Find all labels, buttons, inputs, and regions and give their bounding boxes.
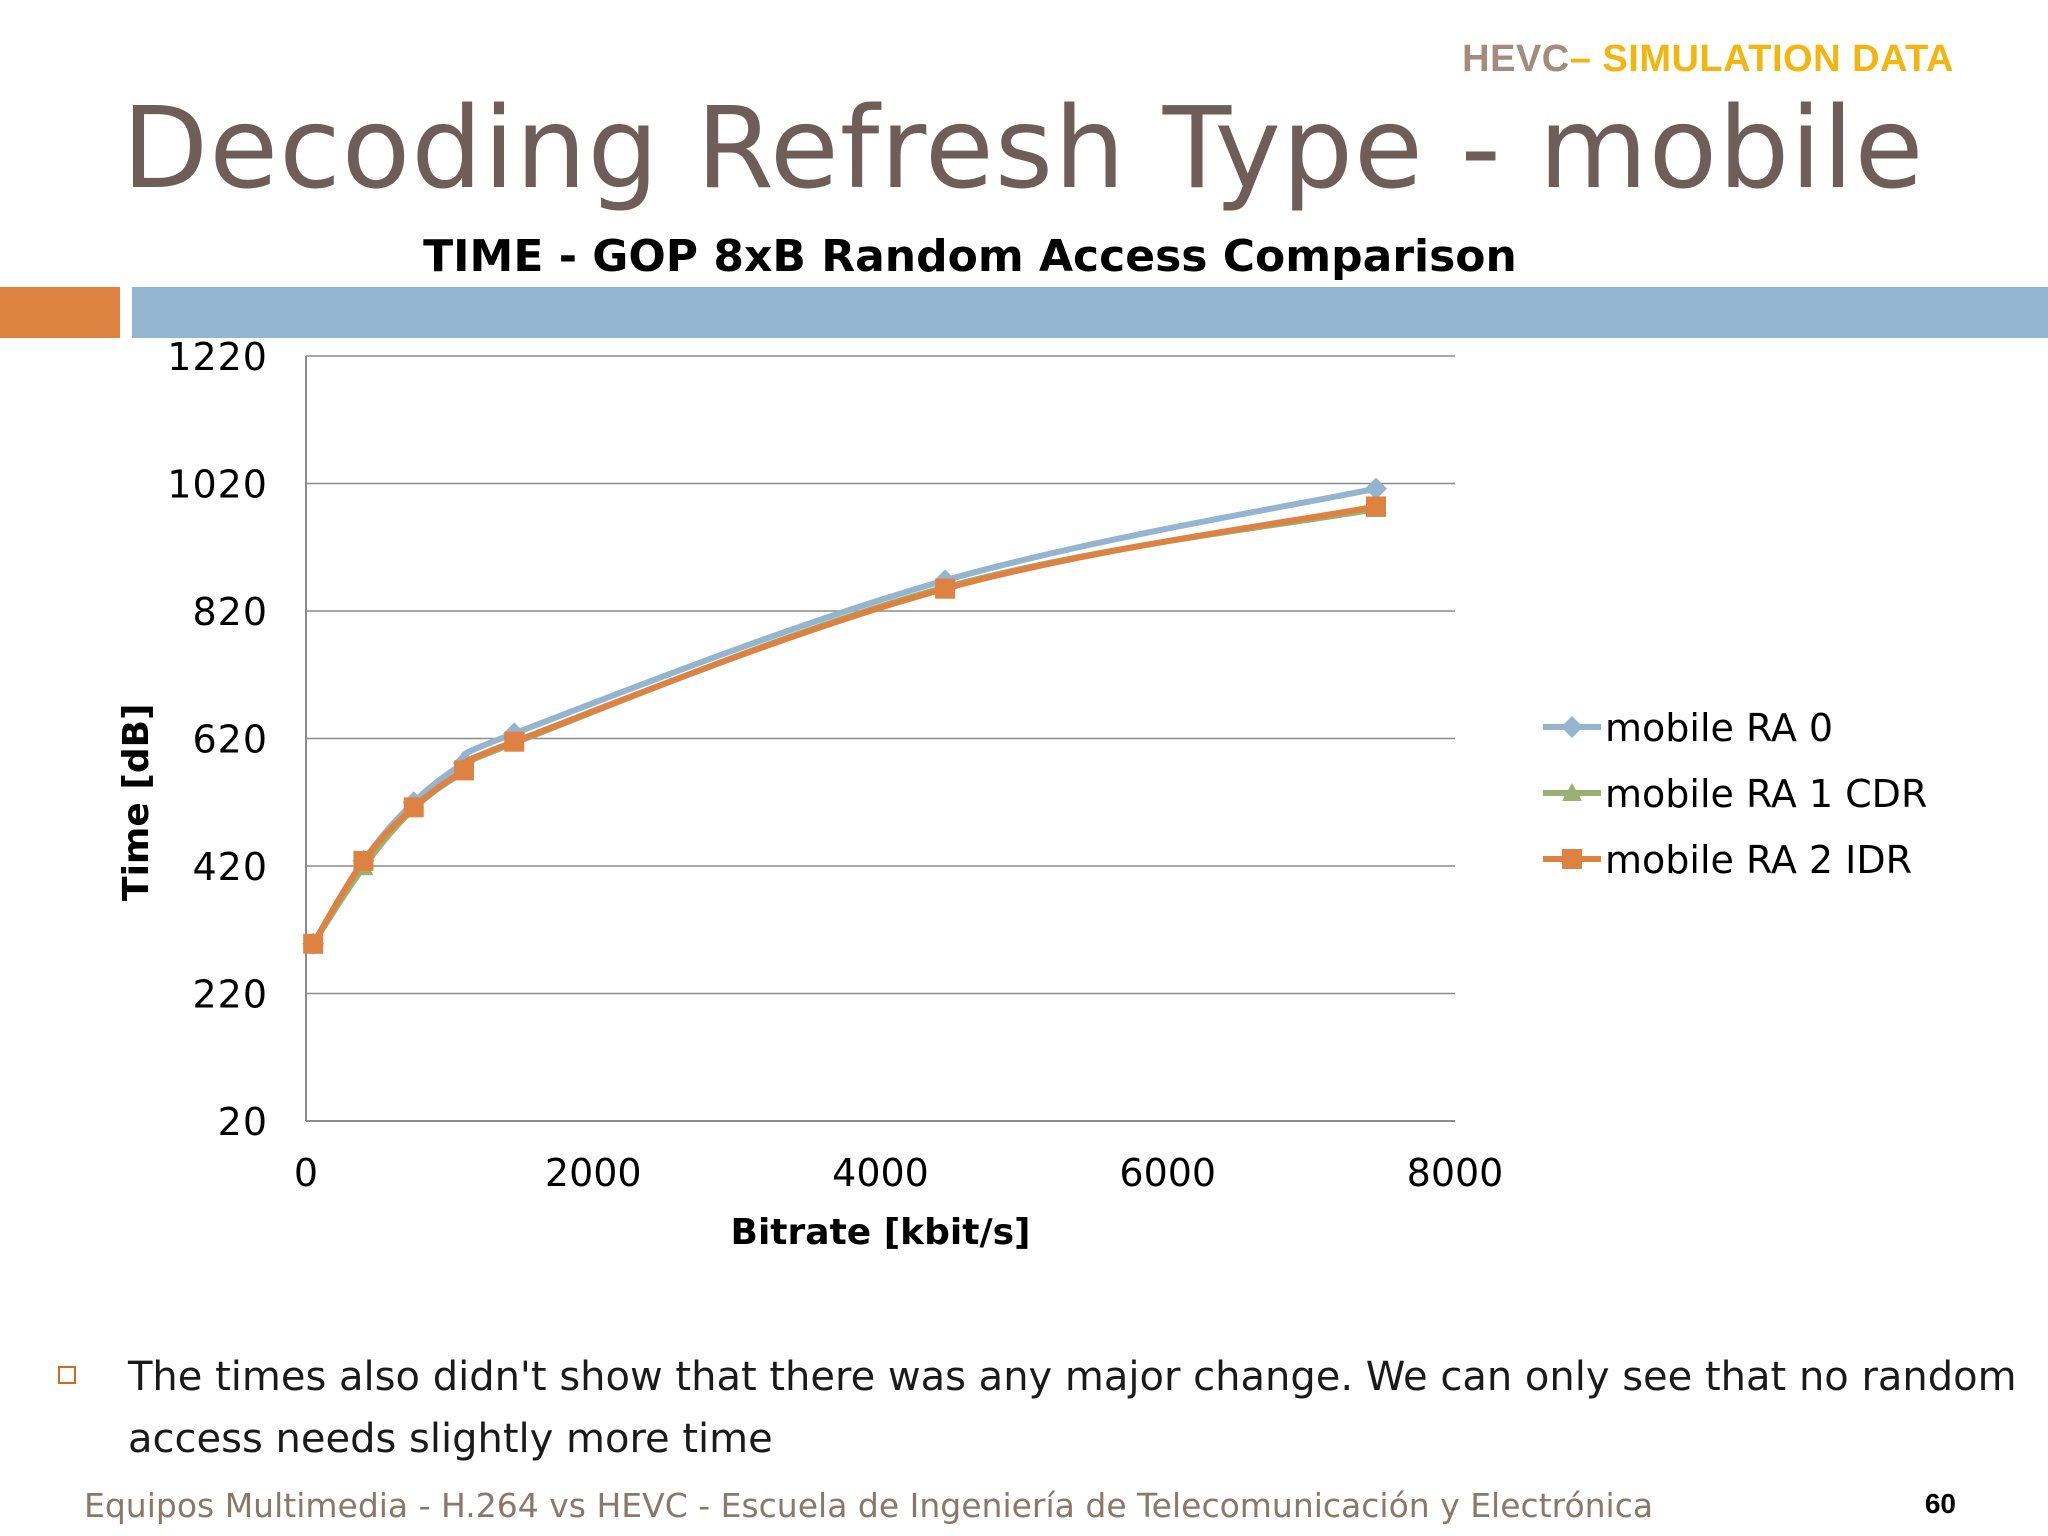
legend-marker-1	[1561, 716, 1583, 738]
data-point-series-3	[353, 850, 374, 871]
time-bitrate-chart: 20 220 420 620 820 1020 1220 0 2000 4000 6000 8000 B…	[116, 335, 1927, 1253]
series-line-3	[310, 503, 1380, 947]
series-line-1	[310, 485, 1380, 947]
x-tick-label: 0	[294, 1151, 318, 1195]
y-tick-label: 1220	[167, 335, 268, 379]
data-point-series-3	[403, 797, 424, 818]
data-point-series-1	[1365, 477, 1388, 500]
legend-marker-3	[1562, 849, 1582, 869]
bullet-marker-icon	[58, 1366, 76, 1384]
data-point-series-3	[1366, 496, 1387, 517]
x-tick-label: 8000	[1407, 1151, 1504, 1195]
accent-bar-orange	[0, 287, 120, 338]
section-tag: HEVC– SIMULATION DATA	[1462, 38, 1954, 81]
y-tick-label: 20	[218, 1100, 268, 1144]
y-tick-label: 420	[192, 845, 268, 889]
accent-bar-blue	[132, 287, 2048, 338]
series-line-2	[310, 506, 1380, 947]
y-axis-title: Time [dB]	[116, 704, 157, 901]
data-point-series-3	[935, 578, 956, 599]
legend-label-3: mobile RA 2 IDR	[1605, 838, 1912, 882]
data-point-series-3	[453, 760, 474, 781]
data-point-series-3	[303, 933, 324, 954]
y-tick-label: 1020	[167, 463, 268, 507]
x-tick-label: 6000	[1119, 1151, 1216, 1195]
y-tick-label: 220	[192, 973, 268, 1017]
bullet-text: The times also didn't show that there wa…	[128, 1354, 2017, 1462]
slide-title: Decoding Refresh Type - mobile	[122, 84, 1925, 214]
legend-label-2: mobile RA 1 CDR	[1605, 772, 1927, 816]
x-tick-label: 2000	[545, 1151, 642, 1195]
x-tick-label: 4000	[832, 1151, 929, 1195]
y-tick-label: 620	[192, 718, 268, 762]
legend-label-1: mobile RA 0	[1605, 706, 1833, 750]
data-point-series-3	[504, 731, 525, 752]
section-tag-simulation: – SIMULATION DATA	[1569, 38, 1954, 80]
footer-text: Equipos Multimedia - H.264 vs HEVC - Esc…	[84, 1486, 1654, 1525]
section-tag-hevc: HEVC	[1462, 38, 1570, 80]
page-number: 60	[1924, 1488, 1956, 1519]
x-axis-title: Bitrate [kbit/s]	[731, 1212, 1031, 1253]
y-tick-label: 820	[192, 590, 268, 634]
chart-title: TIME - GOP 8xB Random Access Comparison	[423, 231, 1517, 282]
legend-marker-2	[1562, 783, 1582, 801]
